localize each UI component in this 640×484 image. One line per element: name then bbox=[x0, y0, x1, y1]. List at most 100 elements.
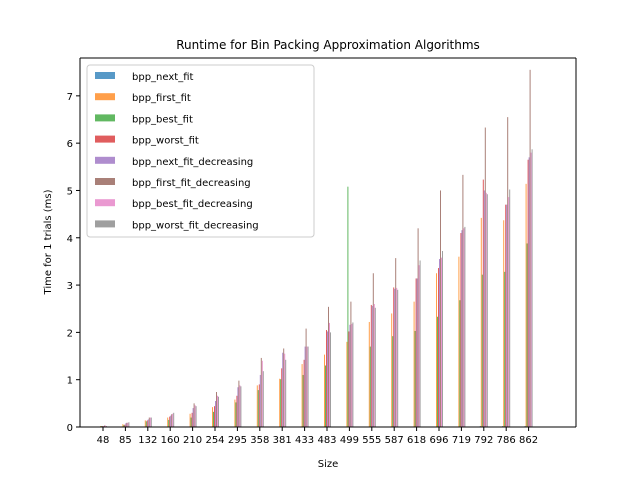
x-tick-label: 433 bbox=[295, 435, 314, 446]
x-tick-label: 381 bbox=[273, 435, 292, 446]
bar-bpp_worst_fit_decreasing-862 bbox=[532, 149, 533, 427]
bar-bpp_best_fit-499 bbox=[347, 187, 348, 427]
x-tick-label: 786 bbox=[497, 435, 516, 446]
bar-bpp_next_fit_decreasing-696 bbox=[439, 259, 440, 427]
bar-bpp_next_fit_decreasing-786 bbox=[506, 205, 507, 427]
bar-bpp_worst_fit_decreasing-254 bbox=[218, 397, 219, 427]
legend-label-bpp_first_fit: bpp_first_fit bbox=[132, 93, 191, 104]
legend-label-bpp_best_fit: bpp_best_fit bbox=[132, 114, 193, 125]
x-tick-label: 792 bbox=[474, 435, 493, 446]
bar-bpp_first_fit_decreasing-483 bbox=[328, 307, 329, 427]
x-tick-label: 48 bbox=[97, 435, 110, 446]
x-tick-label: 358 bbox=[250, 435, 269, 446]
bar-bpp_worst_fit-862 bbox=[528, 160, 529, 427]
bar-bpp_first_fit-618 bbox=[414, 302, 415, 427]
bar-bpp_first_fit_decreasing-381 bbox=[283, 348, 284, 427]
bar-bpp_worst_fit-132 bbox=[147, 420, 148, 427]
bar-bpp_best_fit_decreasing-358 bbox=[262, 361, 263, 427]
bar-bpp_worst_fit_decreasing-792 bbox=[487, 194, 488, 427]
bar-bpp_worst_fit-618 bbox=[416, 278, 417, 427]
bar-bpp_best_fit_decreasing-295 bbox=[239, 385, 240, 427]
chart-title: Runtime for Bin Packing Approximation Al… bbox=[176, 38, 480, 52]
bar-bpp_best_fit-483 bbox=[325, 366, 326, 428]
bar-bpp_worst_fit_decreasing-433 bbox=[308, 347, 309, 427]
bar-bpp_best_fit_decreasing-618 bbox=[419, 265, 420, 427]
bar-bpp_first_fit-555 bbox=[369, 322, 370, 427]
bar-bpp_worst_fit-160 bbox=[169, 417, 170, 427]
bar-bpp_first_fit_decreasing-210 bbox=[194, 403, 195, 427]
bar-bpp_best_fit_decreasing-499 bbox=[351, 324, 352, 427]
bar-bpp_next_fit_decreasing-587 bbox=[394, 289, 395, 427]
bar-bpp_worst_fit-555 bbox=[371, 305, 372, 427]
bar-bpp_best_fit-719 bbox=[459, 300, 460, 427]
bar-bpp_worst_fit_decreasing-132 bbox=[151, 418, 152, 427]
bar-bpp_next_fit_decreasing-719 bbox=[461, 230, 462, 427]
x-tick-label: 254 bbox=[205, 435, 224, 446]
bar-bpp_first_fit_decreasing-85 bbox=[126, 423, 127, 427]
bar-bpp_worst_fit-696 bbox=[438, 268, 439, 427]
bar-bpp_worst_fit-381 bbox=[281, 368, 282, 427]
x-tick-label: 696 bbox=[429, 435, 448, 446]
bar-bpp_worst_fit_decreasing-786 bbox=[509, 190, 510, 427]
bar-bpp_next_fit_decreasing-381 bbox=[282, 353, 283, 427]
bar-bpp_worst_fit-719 bbox=[460, 233, 461, 427]
bar-bpp_first_fit_decreasing-358 bbox=[261, 358, 262, 427]
x-tick-label: 132 bbox=[138, 435, 157, 446]
bar-bpp_worst_fit-254 bbox=[214, 406, 215, 427]
legend-swatch-bpp_best_fit bbox=[95, 114, 115, 121]
bar-bpp_first_fit-132 bbox=[145, 420, 146, 427]
bar-bpp_best_fit-792 bbox=[482, 275, 483, 427]
bar-bpp_next_fit_decreasing-433 bbox=[305, 347, 306, 427]
bar-bpp_first_fit_decreasing-295 bbox=[238, 381, 239, 427]
bar-bpp_worst_fit-792 bbox=[483, 180, 484, 427]
x-tick-label: 160 bbox=[161, 435, 180, 446]
bar-bpp_best_fit_decreasing-555 bbox=[374, 304, 375, 427]
bar-bpp_next_fit_decreasing-499 bbox=[349, 325, 350, 427]
legend-label-bpp_next_fit: bpp_next_fit bbox=[132, 72, 193, 83]
legend-swatch-bpp_next_fit bbox=[95, 72, 115, 79]
bar-bpp_next_fit_decreasing-210 bbox=[193, 408, 194, 427]
bar-bpp_next_fit_decreasing-358 bbox=[260, 375, 261, 427]
bar-bpp_worst_fit-483 bbox=[326, 330, 327, 427]
bar-bpp_worst_fit_decreasing-483 bbox=[330, 332, 331, 427]
bar-bpp_worst_fit-433 bbox=[304, 360, 305, 427]
bar-bpp_first_fit_decreasing-555 bbox=[373, 273, 374, 427]
bar-bpp_worst_fit_decreasing-696 bbox=[442, 251, 443, 427]
bar-bpp_best_fit-696 bbox=[437, 317, 438, 427]
legend-swatch-bpp_first_fit_decreasing bbox=[95, 178, 115, 185]
bar-bpp_best_fit-555 bbox=[370, 347, 371, 427]
bar-bpp_next_fit_decreasing-618 bbox=[417, 278, 418, 427]
bar-bpp_first_fit_decreasing-696 bbox=[440, 190, 441, 427]
x-tick-label: 618 bbox=[407, 435, 426, 446]
x-tick-label: 719 bbox=[452, 435, 471, 446]
bar-bpp_best_fit_decreasing-483 bbox=[329, 323, 330, 427]
bar-bpp_first_fit-160 bbox=[167, 418, 168, 427]
bar-bpp_best_fit_decreasing-719 bbox=[463, 228, 464, 427]
bar-bpp_first_fit_decreasing-618 bbox=[418, 228, 419, 427]
bar-bpp_first_fit-862 bbox=[526, 184, 527, 427]
bar-bpp_best_fit_decreasing-696 bbox=[441, 258, 442, 427]
x-tick-label: 499 bbox=[340, 435, 359, 446]
bar-bpp_first_fit-499 bbox=[346, 342, 347, 427]
y-tick-label: 4 bbox=[67, 234, 73, 245]
y-tick-label: 2 bbox=[67, 328, 73, 339]
bar-bpp_first_fit-587 bbox=[391, 313, 392, 427]
y-tick-label: 1 bbox=[67, 376, 73, 387]
bar-bpp_worst_fit_decreasing-499 bbox=[352, 322, 353, 427]
bar-bpp_best_fit_decreasing-587 bbox=[396, 288, 397, 427]
legend-label-bpp_first_fit_decreasing: bpp_first_fit_decreasing bbox=[132, 178, 251, 189]
bar-bpp_next_fit_decreasing-295 bbox=[237, 387, 238, 427]
bar-bpp_worst_fit_decreasing-719 bbox=[464, 227, 465, 427]
y-tick-label: 5 bbox=[67, 186, 73, 197]
bar-bpp_best_fit_decreasing-85 bbox=[127, 423, 128, 427]
bar-bpp_best_fit-132 bbox=[146, 421, 147, 427]
bar-bpp_best_fit-862 bbox=[527, 243, 528, 427]
bar-bpp_first_fit-786 bbox=[503, 220, 504, 427]
bar-bpp_best_fit-358 bbox=[258, 390, 259, 427]
bar-bpp_next_fit_decreasing-132 bbox=[148, 419, 149, 427]
legend-swatch-bpp_next_fit_decreasing bbox=[95, 157, 115, 164]
bar-bpp_first_fit_decreasing-792 bbox=[485, 128, 486, 427]
bar-bpp_first_fit_decreasing-254 bbox=[216, 392, 217, 427]
x-tick-label: 587 bbox=[385, 435, 404, 446]
bar-bpp_worst_fit_decreasing-210 bbox=[196, 406, 197, 427]
